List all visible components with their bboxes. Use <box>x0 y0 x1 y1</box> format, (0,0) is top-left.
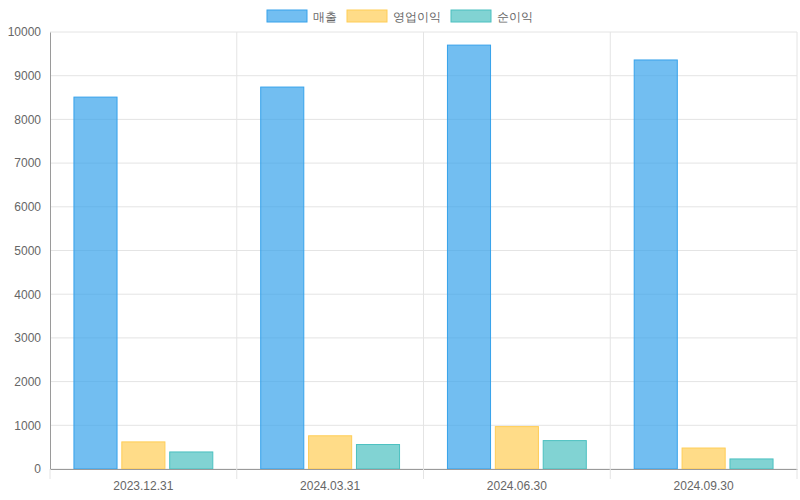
legend-item: 영업이익 <box>347 10 441 24</box>
x-tick-label: 2024.03.31 <box>300 479 360 493</box>
x-axis: 2023.12.31 2024.03.31 2024.06.30 2024.09.30 <box>50 469 798 493</box>
y-tick: 3000 <box>14 331 50 345</box>
x-boundary-tick <box>50 469 51 479</box>
x-tick-label: 2024.09.30 <box>674 479 734 493</box>
y-tick-label: 1000 <box>14 419 41 433</box>
x-boundary-tick <box>423 469 424 479</box>
bar <box>261 87 304 469</box>
legend-label: 매출 <box>313 10 337 24</box>
y-tick: 10000 <box>8 25 50 39</box>
y-tick: 6000 <box>14 200 50 214</box>
legend-label: 영업이익 <box>393 10 441 24</box>
x-boundary-tick <box>236 469 237 479</box>
x-boundary-tick <box>610 469 611 479</box>
legend-item: 순이익 <box>451 10 533 24</box>
x-tick: 2024.06.30 <box>487 469 547 493</box>
y-tick: 1000 <box>14 419 50 433</box>
y-tick: 8000 <box>14 113 50 127</box>
bar-series <box>74 45 677 469</box>
grid-line-vertical <box>423 32 424 469</box>
grid-line-vertical <box>610 32 611 469</box>
bar <box>495 427 538 469</box>
x-tick: 2024.09.30 <box>674 469 734 493</box>
legend: 매출 영업이익 순이익 <box>267 10 533 24</box>
legend-label: 순이익 <box>497 10 533 24</box>
y-tick-label: 0 <box>34 462 41 476</box>
bar-series <box>170 441 773 469</box>
bar <box>682 448 725 469</box>
bars <box>74 45 773 469</box>
y-axis-line <box>50 33 51 470</box>
y-tick-label: 7000 <box>14 156 41 170</box>
x-tick-label: 2024.06.30 <box>487 479 547 493</box>
y-tick-label: 10000 <box>8 25 42 39</box>
y-tick-label: 2000 <box>14 375 41 389</box>
bar <box>730 459 773 469</box>
y-tick-label: 5000 <box>14 244 41 258</box>
x-tick-label: 2023.12.31 <box>113 479 173 493</box>
bar <box>309 436 352 469</box>
legend-swatch <box>267 10 307 22</box>
x-tick: 2023.12.31 <box>113 469 173 493</box>
bar <box>447 45 490 469</box>
y-tick: 9000 <box>14 69 50 83</box>
y-tick: 5000 <box>14 244 50 258</box>
legend-swatch <box>347 10 387 22</box>
plot: 0 1000 2000 3000 4000 5000 6000 7000 8000 9000 100… <box>8 25 798 492</box>
y-tick: 0 <box>34 462 50 476</box>
y-tick: 2000 <box>14 375 50 389</box>
bar <box>543 441 586 469</box>
bar-series <box>122 427 725 469</box>
grid-line-vertical <box>236 32 237 469</box>
bar <box>170 452 213 469</box>
y-tick: 7000 <box>14 156 50 170</box>
legend-swatch <box>451 10 491 22</box>
grid <box>50 32 797 469</box>
bar <box>356 445 399 469</box>
y-tick-label: 6000 <box>14 200 41 214</box>
bar <box>122 442 165 469</box>
y-tick-label: 3000 <box>14 331 41 345</box>
grid-line-vertical <box>797 32 798 469</box>
y-tick: 4000 <box>14 288 50 302</box>
y-tick-label: 8000 <box>14 113 41 127</box>
x-boundary-tick <box>797 469 798 479</box>
bar <box>74 97 117 469</box>
y-tick-label: 9000 <box>14 69 41 83</box>
bar <box>634 60 677 469</box>
x-tick: 2024.03.31 <box>300 469 360 493</box>
legend-item: 매출 <box>267 10 337 24</box>
y-tick-label: 4000 <box>14 288 41 302</box>
y-axis: 0 1000 2000 3000 4000 5000 6000 7000 8000 9000 100… <box>8 25 51 476</box>
